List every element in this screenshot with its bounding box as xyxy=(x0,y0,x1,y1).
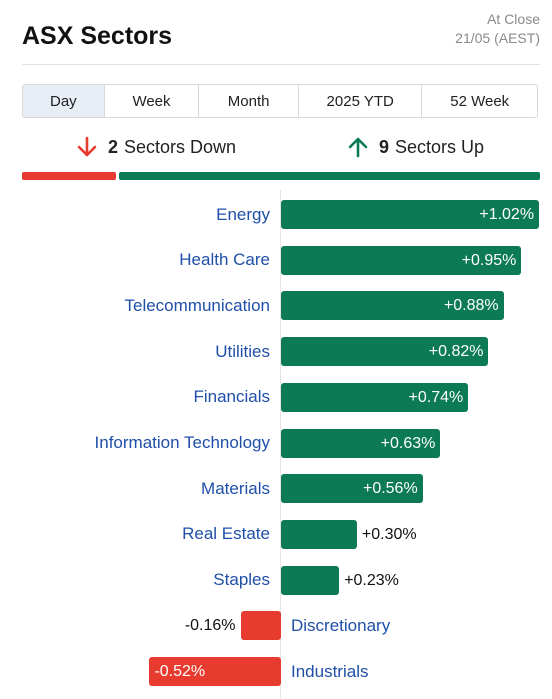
tab-2025-ytd-label: 2025 YTD xyxy=(326,92,394,110)
as-of-status: At Close 21/05 (AEST) xyxy=(455,10,540,48)
category-label-health-care[interactable]: Health Care xyxy=(179,250,270,270)
sectors-up-count: 9 xyxy=(379,136,390,157)
bar-health-care xyxy=(281,245,522,275)
tab-52-week-label: 52 Week xyxy=(450,92,510,110)
sectors-down-count: 2 xyxy=(108,136,119,157)
value-label-staples: +0.23% xyxy=(344,571,399,589)
sectors-up-summary: 9 Sectors Up xyxy=(347,136,484,158)
chart-zero-axis xyxy=(280,190,281,699)
value-label-financials: +0.74% xyxy=(408,388,464,406)
tab-month[interactable]: Month xyxy=(199,85,299,117)
category-label-utilities[interactable]: Utilities xyxy=(215,341,270,361)
as-of-line-2: 21/05 (AEST) xyxy=(455,30,540,46)
category-label-staples[interactable]: Staples xyxy=(213,570,270,590)
sectors-down-label: Sectors Down xyxy=(124,136,237,157)
value-label-real-estate: +0.30% xyxy=(361,525,417,543)
value-label-information-technology: +0.63% xyxy=(380,434,436,452)
bar-industrials xyxy=(149,657,281,686)
bar-information-technology xyxy=(281,428,441,458)
breadth-bar-down xyxy=(22,172,116,180)
page-title: ASX Sectors xyxy=(22,22,173,50)
value-label-materials: +0.56% xyxy=(362,480,418,498)
category-label-financials[interactable]: Financials xyxy=(193,387,270,407)
bar-utilities xyxy=(281,337,489,367)
bar-financials xyxy=(281,382,469,412)
arrow-up-icon xyxy=(348,137,368,158)
category-label-discretionary[interactable]: Discretionary xyxy=(291,615,391,635)
bar-real-estate xyxy=(281,519,357,549)
bar-telecommunication xyxy=(281,291,504,321)
tab-month-label: Month xyxy=(227,92,270,110)
breadth-bar xyxy=(22,172,540,180)
category-label-materials[interactable]: Materials xyxy=(201,478,270,498)
category-label-telecommunication[interactable]: Telecommunication xyxy=(124,295,270,315)
tab-week[interactable]: Week xyxy=(105,85,200,117)
category-label-information-technology[interactable]: Information Technology xyxy=(94,433,270,452)
value-label-health-care: +0.95% xyxy=(461,251,517,269)
header-divider xyxy=(22,64,540,65)
value-label-energy: +1.02% xyxy=(479,206,535,223)
bar-discretionary xyxy=(240,611,281,641)
value-label-industrials: -0.52% xyxy=(154,663,206,680)
arrow-down-icon xyxy=(77,136,97,157)
tab-week-label: Week xyxy=(132,92,171,110)
as-of-line-1: At Close xyxy=(487,11,540,27)
breadth-bar-up xyxy=(118,172,540,180)
bar-energy xyxy=(281,200,540,229)
value-label-telecommunication: +0.88% xyxy=(443,297,499,315)
tab-52-week[interactable]: 52 Week xyxy=(422,85,537,117)
category-label-industrials[interactable]: Industrials xyxy=(291,661,369,681)
tab-day[interactable]: Day xyxy=(23,85,105,117)
tab-day-label: Day xyxy=(50,92,77,110)
bar-staples xyxy=(281,565,340,595)
period-tabs: Day Week Month 2025 YTD 52 Week xyxy=(22,84,538,118)
value-label-utilities: +0.82% xyxy=(428,343,484,361)
tab-2025-ytd[interactable]: 2025 YTD xyxy=(299,85,423,117)
sector-chart: Energy +1.02% Health Care +0.95% Telecommuni… xyxy=(0,190,552,699)
value-label-discretionary: -0.16% xyxy=(184,617,236,635)
sectors-up-label: Sectors Up xyxy=(395,136,485,157)
bar-materials xyxy=(281,474,423,504)
category-label-real-estate[interactable]: Real Estate xyxy=(182,524,270,544)
sectors-down-summary: 2 Sectors Down xyxy=(76,136,236,158)
category-label-energy[interactable]: Energy xyxy=(216,204,270,224)
